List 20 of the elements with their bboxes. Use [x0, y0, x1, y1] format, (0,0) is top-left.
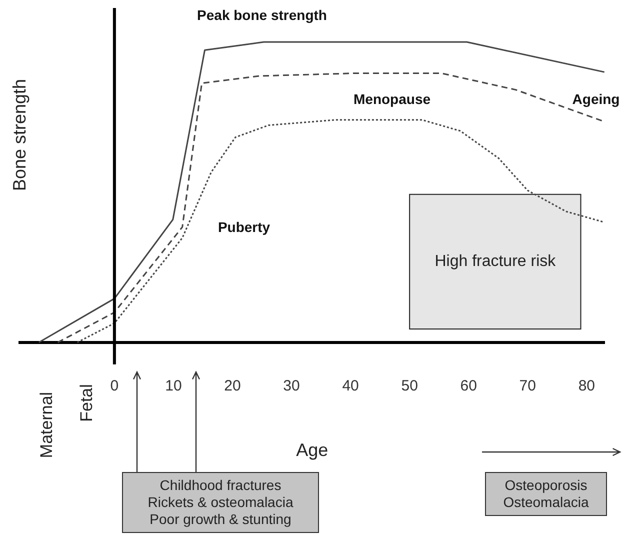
x-tick-label: 20: [224, 378, 241, 395]
text: Fetal: [77, 384, 97, 422]
y-axis-title: Bone strength: [10, 78, 30, 192]
band-label: High fracture risk: [434, 253, 557, 270]
text: Childhood fractures Rickets & osteomalacia Poor growth & stunting: [122, 472, 319, 533]
x-axis-title: Age: [296, 440, 328, 460]
text: Maternal: [37, 392, 57, 458]
x-tick-label: 0: [110, 378, 119, 395]
x-tick-label: 10: [165, 378, 182, 395]
text: Peak bone strength: [197, 6, 327, 23]
x-tick-label: 30: [283, 378, 300, 395]
annotation: Ageing: [572, 90, 620, 107]
annotation: Menopause: [353, 90, 431, 107]
x-tick-label: 60: [460, 378, 477, 395]
x-tick-label: 50: [401, 378, 418, 395]
x-tick-label: 70: [519, 378, 536, 395]
x-tick-label: 40: [342, 378, 359, 395]
annotation: Puberty: [218, 218, 270, 235]
text: Osteoporosis Osteomalacia: [485, 472, 607, 516]
x-tick-label: 80: [578, 378, 595, 395]
